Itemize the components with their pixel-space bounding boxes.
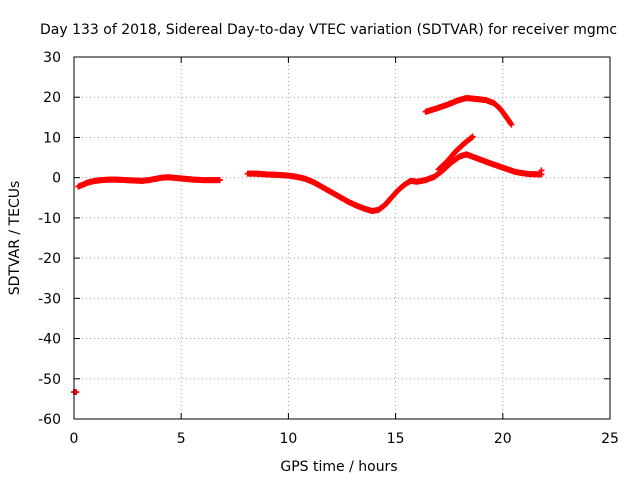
chart-title: Day 133 of 2018, Sidereal Day-to-day VTE… xyxy=(40,22,617,38)
y-tick-label: 10 xyxy=(43,130,61,146)
x-tick-label: 20 xyxy=(494,431,512,447)
series-outlier xyxy=(71,389,80,396)
x-axis-label: GPS time / hours xyxy=(280,459,397,475)
series-arc-4 xyxy=(422,95,515,128)
series-arc-5 xyxy=(538,167,545,174)
y-tick-label: -20 xyxy=(38,251,61,267)
y-tick-label: 20 xyxy=(43,90,61,106)
y-tick-label: -10 xyxy=(38,211,61,227)
y-tick-label: -30 xyxy=(38,291,61,307)
data-point xyxy=(216,177,223,184)
y-axis-ticks: -60 -50 -40 -30 -20 -10 0 10 20 30 xyxy=(38,50,610,428)
series-arc-2 xyxy=(244,151,545,215)
y-tick-label: 30 xyxy=(43,50,61,66)
data-point xyxy=(508,121,515,128)
data-points xyxy=(71,95,545,396)
x-tick-label: 25 xyxy=(601,431,619,447)
data-point xyxy=(538,167,545,174)
y-tick-label: 0 xyxy=(52,171,61,187)
y-tick-label: -40 xyxy=(38,332,61,348)
plot-frame xyxy=(73,56,611,420)
series-arc-3 xyxy=(435,133,476,173)
y-axis-label: SDTVAR / TECUs xyxy=(7,181,23,296)
data-point xyxy=(469,133,476,140)
x-tick-label: 10 xyxy=(279,431,297,447)
x-tick-label: 0 xyxy=(70,431,79,447)
x-tick-label: 15 xyxy=(387,431,405,447)
y-tick-label: -50 xyxy=(38,372,61,388)
x-tick-label: 5 xyxy=(177,431,186,447)
series-arc-1 xyxy=(75,174,223,190)
grid-lines xyxy=(74,57,610,419)
x-axis-ticks: 0 5 10 15 20 25 xyxy=(70,57,619,447)
y-tick-label: -60 xyxy=(38,412,61,428)
